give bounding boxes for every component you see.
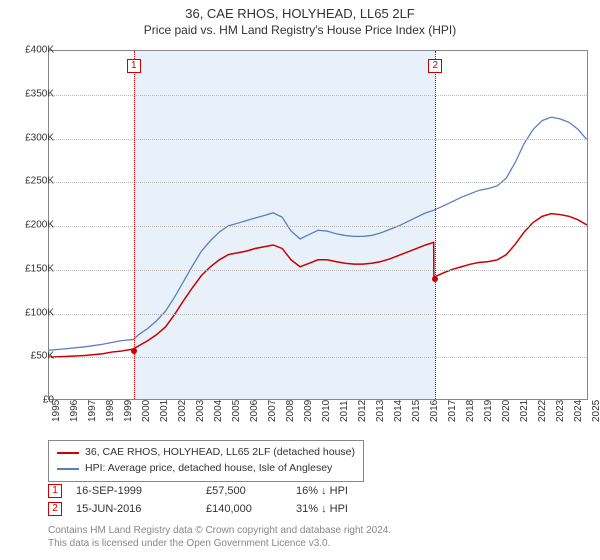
sale-date-2: 15-JUN-2016 [76, 503, 206, 515]
y-axis-label: £300K [14, 132, 54, 143]
x-axis-label: 2008 [285, 400, 296, 422]
legend-label-price-paid: 36, CAE RHOS, HOLYHEAD, LL65 2LF (detach… [85, 445, 355, 461]
footer-line-2: This data is licensed under the Open Gov… [48, 537, 391, 550]
legend-row-price-paid: 36, CAE RHOS, HOLYHEAD, LL65 2LF (detach… [57, 445, 355, 461]
y-axis-label: £400K [14, 45, 54, 56]
marker-box: 1 [127, 59, 141, 73]
gridline-h [49, 357, 587, 358]
series-hpi [49, 117, 587, 350]
legend-swatch-price-paid [57, 452, 79, 454]
gridline-h [49, 226, 587, 227]
x-axis-label: 2010 [321, 400, 332, 422]
x-axis-label: 2023 [555, 400, 566, 422]
x-axis-label: 2012 [357, 400, 368, 422]
x-axis-label: 2007 [267, 400, 278, 422]
y-axis-label: £0 [14, 395, 54, 406]
x-axis-label: 1998 [105, 400, 116, 422]
sales-table: 1 16-SEP-1999 £57,500 16% ↓ HPI 2 15-JUN… [48, 482, 436, 518]
sale-price-1: £57,500 [206, 485, 296, 497]
legend: 36, CAE RHOS, HOLYHEAD, LL65 2LF (detach… [48, 440, 364, 482]
title-address: 36, CAE RHOS, HOLYHEAD, LL65 2LF [0, 6, 600, 21]
x-axis-label: 2024 [573, 400, 584, 422]
title-block: 36, CAE RHOS, HOLYHEAD, LL65 2LF Price p… [0, 0, 600, 39]
x-axis-label: 1995 [51, 400, 62, 422]
legend-label-hpi: HPI: Average price, detached house, Isle… [85, 461, 332, 477]
sale-marker-2: 2 [48, 502, 62, 516]
marker-dot [131, 348, 137, 354]
y-axis-label: £250K [14, 176, 54, 187]
gridline-h [49, 314, 587, 315]
x-axis-label: 1997 [87, 400, 98, 422]
marker-dot [432, 276, 438, 282]
sale-row-2: 2 15-JUN-2016 £140,000 31% ↓ HPI [48, 500, 436, 518]
x-axis-label: 2021 [519, 400, 530, 422]
marker-box: 2 [428, 59, 442, 73]
gridline-h [49, 95, 587, 96]
y-axis-label: £50K [14, 351, 54, 362]
x-axis-label: 2005 [231, 400, 242, 422]
sale-price-2: £140,000 [206, 503, 296, 515]
x-axis-label: 2025 [591, 400, 600, 422]
x-axis-label: 2006 [249, 400, 260, 422]
y-axis-label: £100K [14, 307, 54, 318]
y-axis-label: £200K [14, 220, 54, 231]
x-axis-label: 2017 [447, 400, 458, 422]
plot-area: 12 [48, 50, 588, 400]
chart-container: 36, CAE RHOS, HOLYHEAD, LL65 2LF Price p… [0, 0, 600, 560]
sale-row-1: 1 16-SEP-1999 £57,500 16% ↓ HPI [48, 482, 436, 500]
sale-date-1: 16-SEP-1999 [76, 485, 206, 497]
x-axis-label: 1996 [69, 400, 80, 422]
x-axis-label: 2003 [195, 400, 206, 422]
series-svg [49, 51, 587, 399]
legend-swatch-hpi [57, 468, 79, 470]
gridline-h [49, 270, 587, 271]
footer: Contains HM Land Registry data © Crown c… [48, 524, 391, 550]
x-axis-label: 2011 [339, 400, 350, 422]
x-axis-label: 2019 [483, 400, 494, 422]
x-axis-label: 2002 [177, 400, 188, 422]
x-axis-label: 2001 [159, 400, 170, 422]
gridline-h [49, 139, 587, 140]
legend-row-hpi: HPI: Average price, detached house, Isle… [57, 461, 355, 477]
x-axis-label: 2013 [375, 400, 386, 422]
marker-vline [435, 51, 436, 399]
y-axis-label: £150K [14, 263, 54, 274]
x-axis-label: 1999 [123, 400, 134, 422]
x-axis-label: 2016 [429, 400, 440, 422]
x-axis-label: 2009 [303, 400, 314, 422]
x-axis-label: 2018 [465, 400, 476, 422]
sale-marker-1: 1 [48, 484, 62, 498]
gridline-h [49, 182, 587, 183]
footer-line-1: Contains HM Land Registry data © Crown c… [48, 524, 391, 537]
x-axis-label: 2022 [537, 400, 548, 422]
x-axis-label: 2020 [501, 400, 512, 422]
series-price_paid [49, 214, 587, 358]
x-axis-label: 2004 [213, 400, 224, 422]
y-axis-label: £350K [14, 88, 54, 99]
sale-pct-2: 31% ↓ HPI [296, 503, 436, 515]
x-axis-label: 2015 [411, 400, 422, 422]
x-axis-label: 2014 [393, 400, 404, 422]
x-axis-label: 2000 [141, 400, 152, 422]
sale-pct-1: 16% ↓ HPI [296, 485, 436, 497]
title-subtitle: Price paid vs. HM Land Registry's House … [0, 23, 600, 37]
